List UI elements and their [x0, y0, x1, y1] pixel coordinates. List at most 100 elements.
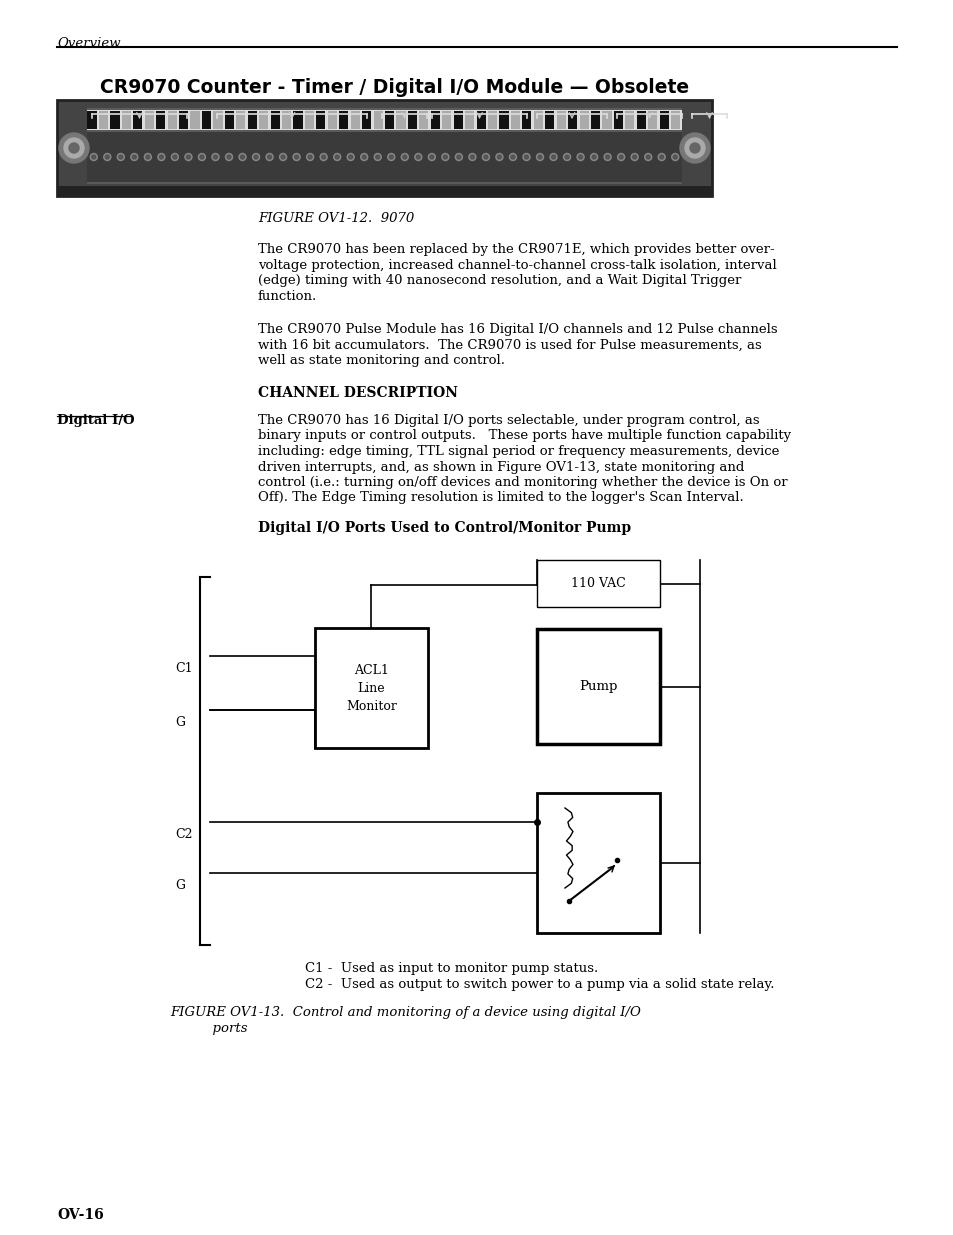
Bar — [213, 111, 222, 128]
Bar — [87, 132, 681, 182]
Circle shape — [563, 153, 570, 161]
Bar — [111, 111, 119, 128]
Bar — [590, 111, 599, 128]
Bar — [578, 111, 588, 128]
Circle shape — [91, 156, 95, 159]
Circle shape — [213, 156, 217, 159]
Bar — [624, 111, 634, 128]
Text: Pump: Pump — [578, 680, 617, 693]
Bar — [374, 111, 382, 128]
Bar — [145, 111, 153, 128]
Circle shape — [617, 153, 624, 161]
Circle shape — [225, 153, 233, 161]
Bar — [454, 111, 462, 128]
Text: FIGURE OV1-13.  Control and monitoring of a device using digital I/O: FIGURE OV1-13. Control and monitoring of… — [170, 1007, 640, 1019]
Text: OV-16: OV-16 — [57, 1208, 104, 1221]
Circle shape — [509, 153, 516, 161]
Bar — [133, 111, 142, 128]
Bar — [88, 111, 96, 128]
Circle shape — [306, 153, 314, 161]
Bar — [567, 111, 577, 128]
Circle shape — [267, 156, 272, 159]
Circle shape — [253, 156, 257, 159]
Bar — [537, 629, 659, 743]
Bar — [236, 111, 245, 128]
Bar — [259, 111, 268, 128]
Text: 110 VAC: 110 VAC — [571, 577, 625, 590]
Bar — [156, 111, 165, 128]
Text: ACL1
Line
Monitor: ACL1 Line Monitor — [346, 663, 396, 713]
Circle shape — [266, 153, 273, 161]
Circle shape — [496, 153, 502, 161]
Text: C1 -  Used as input to monitor pump status.: C1 - Used as input to monitor pump statu… — [305, 962, 598, 974]
Bar — [339, 111, 348, 128]
Bar — [57, 100, 711, 196]
Circle shape — [227, 156, 231, 159]
Bar — [636, 111, 645, 128]
Circle shape — [375, 156, 379, 159]
Circle shape — [321, 156, 325, 159]
Circle shape — [577, 153, 583, 161]
Bar — [465, 111, 474, 128]
Circle shape — [684, 138, 704, 158]
Circle shape — [497, 156, 501, 159]
Text: G: G — [174, 879, 185, 892]
Circle shape — [443, 156, 447, 159]
Text: driven interrupts, and, as shown in Figure OV1-13, state monitoring and: driven interrupts, and, as shown in Figu… — [257, 461, 743, 473]
Circle shape — [185, 153, 192, 161]
Circle shape — [401, 153, 408, 161]
Circle shape — [253, 153, 259, 161]
Circle shape — [240, 156, 244, 159]
Circle shape — [482, 153, 489, 161]
Circle shape — [159, 156, 163, 159]
Bar — [442, 111, 451, 128]
Text: function.: function. — [257, 289, 317, 303]
Text: Digital I/O: Digital I/O — [57, 414, 134, 427]
Circle shape — [294, 156, 298, 159]
Text: The CR9070 has 16 Digital I/O ports selectable, under program control, as: The CR9070 has 16 Digital I/O ports sele… — [257, 414, 759, 427]
Circle shape — [416, 156, 420, 159]
Circle shape — [64, 138, 84, 158]
Text: CHANNEL DESCRIPTION: CHANNEL DESCRIPTION — [257, 387, 457, 400]
Text: voltage protection, increased channel-to-channel cross-talk isolation, interval: voltage protection, increased channel-to… — [257, 258, 776, 272]
Bar — [533, 111, 542, 128]
Circle shape — [605, 156, 609, 159]
Circle shape — [117, 153, 124, 161]
Circle shape — [104, 153, 111, 161]
Text: (edge) timing with 40 nanosecond resolution, and a Wait Digital Trigger: (edge) timing with 40 nanosecond resolut… — [257, 274, 740, 287]
Circle shape — [644, 153, 651, 161]
Circle shape — [132, 156, 136, 159]
Circle shape — [362, 156, 366, 159]
Circle shape — [131, 153, 137, 161]
Bar — [408, 111, 416, 128]
Bar — [316, 111, 325, 128]
Bar — [613, 111, 622, 128]
Bar — [314, 629, 428, 748]
Circle shape — [200, 156, 204, 159]
Circle shape — [172, 153, 178, 161]
Circle shape — [631, 153, 638, 161]
Circle shape — [349, 156, 353, 159]
Bar — [282, 111, 291, 128]
Circle shape — [590, 153, 597, 161]
Circle shape — [69, 143, 79, 153]
Text: Off). The Edge Timing resolution is limited to the logger's Scan Interval.: Off). The Edge Timing resolution is limi… — [257, 492, 743, 505]
Bar — [476, 111, 485, 128]
Circle shape — [469, 153, 476, 161]
Circle shape — [281, 156, 285, 159]
Text: The CR9070 has been replaced by the CR9071E, which provides better over-: The CR9070 has been replaced by the CR90… — [257, 243, 774, 256]
Circle shape — [603, 153, 611, 161]
Circle shape — [645, 156, 650, 159]
Circle shape — [618, 156, 622, 159]
Bar — [419, 111, 428, 128]
Circle shape — [415, 153, 421, 161]
Text: C2 -  Used as output to switch power to a pump via a solid state relay.: C2 - Used as output to switch power to a… — [305, 978, 774, 990]
Text: with 16 bit accumulators.  The CR9070 is used for Pulse measurements, as: with 16 bit accumulators. The CR9070 is … — [257, 338, 760, 352]
Circle shape — [105, 156, 110, 159]
Circle shape — [658, 153, 664, 161]
Circle shape — [550, 153, 557, 161]
Circle shape — [157, 153, 165, 161]
Bar — [499, 111, 508, 128]
Bar — [294, 111, 302, 128]
Bar — [521, 111, 531, 128]
